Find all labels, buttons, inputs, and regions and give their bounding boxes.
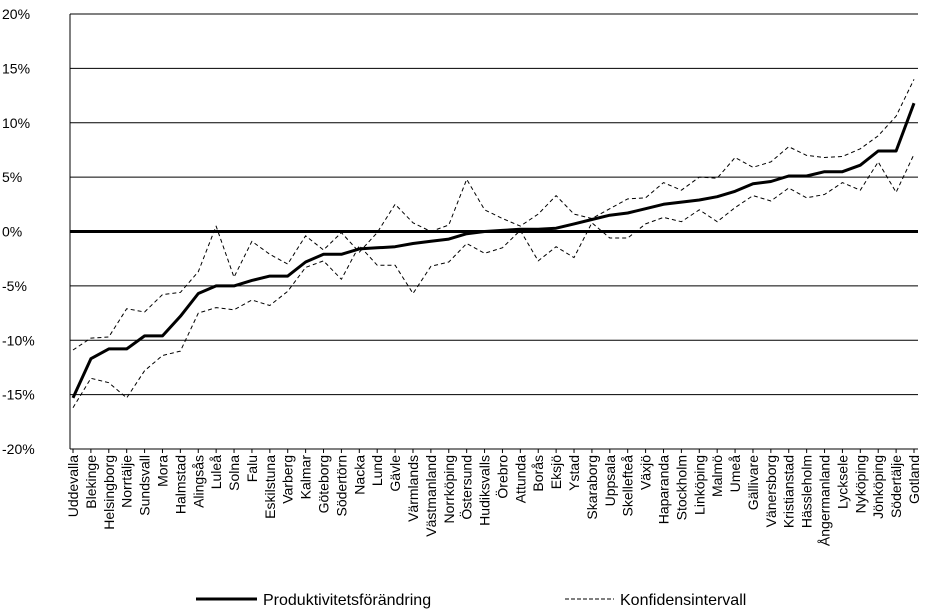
x-tick-label: Göteborg — [316, 455, 332, 513]
x-tick-label: Gävle — [387, 455, 403, 492]
x-tick-label: Nacka — [351, 455, 367, 495]
x-tick-label: Södertälje — [888, 455, 904, 518]
x-tick-label: Kristianstad — [781, 455, 797, 528]
x-tick-label: Uddevalla — [65, 455, 81, 517]
x-tick-label: Helsingborg — [101, 455, 117, 530]
y-tick-label: -5% — [2, 278, 27, 294]
x-tick-label: Mora — [154, 455, 170, 487]
x-tick-label: Kalmar — [298, 455, 314, 500]
series-lines — [71, 79, 916, 408]
x-tick-label: Eskilstuna — [262, 455, 278, 519]
y-tick-label: 20% — [2, 6, 30, 22]
x-tick-label: Blekinge — [83, 455, 99, 509]
x-tick-label: Haparanda — [655, 455, 671, 524]
y-tick-label: 0% — [2, 224, 22, 240]
x-tick-label: Ystad — [566, 455, 582, 491]
x-tick-label: Skaraborg — [584, 455, 600, 520]
y-tick-label: 5% — [2, 169, 22, 185]
legend-label: Konfidensintervall — [620, 592, 746, 609]
x-tick-label: Gällivare — [745, 455, 761, 510]
series-line-konfidens-1 — [72, 79, 915, 351]
x-tick-label: Alingsås — [190, 455, 206, 508]
x-tick-label: Nyköping — [852, 455, 868, 513]
x-tick-label: Örebro — [493, 455, 510, 499]
x-tick-label: Växjö — [638, 455, 654, 490]
series-line-konfidens-2 — [72, 154, 915, 408]
x-tick-label: Södertörn — [333, 455, 349, 516]
x-tick-label: Luleå — [208, 455, 224, 489]
x-tick-label: Skellefteå — [620, 455, 636, 517]
x-tick-label: Malmö — [709, 455, 725, 497]
x-tick-label: Falu — [244, 455, 260, 482]
y-tick-label: -10% — [2, 332, 35, 348]
y-tick-label: -20% — [2, 441, 35, 457]
y-axis-tick-labels: -20% -15% -10% -5% 0% 5% 10% 15% 20% — [2, 6, 35, 457]
x-tick-label: Jönköping — [870, 455, 886, 519]
x-tick-label: Attunda — [512, 455, 528, 503]
x-tick-label: Stockholm — [673, 455, 689, 520]
x-tick-label: Hudiksvalls — [477, 455, 493, 526]
legend: Produktivitetsförändring Konfidensinterva… — [196, 592, 746, 609]
x-tick-label: Sundsvall — [137, 455, 153, 516]
y-tick-label: 10% — [2, 115, 30, 131]
x-tick-label: Lund — [369, 455, 385, 486]
x-axis-tick-labels: Uddevalla Blekinge Helsingborg Norrtälje Sun… — [65, 455, 922, 546]
x-tick-label: Umeå — [727, 455, 743, 493]
x-tick-label: Uppsala — [602, 455, 618, 507]
x-tick-label: Varberg — [280, 455, 296, 504]
legend-label: Produktivitetsförändring — [263, 592, 431, 609]
x-tick-label: Linköping — [691, 455, 707, 515]
x-tick-label: Hässleholm — [799, 455, 815, 528]
x-tick-label: Ångermanland — [817, 455, 833, 546]
x-tick-label: Norrtälje — [119, 455, 135, 508]
y-tick-label: -15% — [2, 387, 35, 403]
x-tick-label: Eksjö — [548, 455, 564, 489]
x-tick-label: Solna — [226, 455, 242, 491]
x-tick-label: Gotland — [906, 455, 922, 504]
x-tick-label: Östersund — [458, 455, 475, 520]
x-tick-label: Borås — [530, 455, 546, 492]
x-tick-label: Norrköping — [441, 455, 457, 523]
x-tick-label: Lycksele — [834, 455, 850, 509]
series-line-produktivitet — [71, 102, 916, 399]
y-tick-label: 15% — [2, 60, 30, 76]
gridlines — [69, 13, 918, 453]
x-tick-label: Västmanland — [423, 455, 439, 537]
x-tick-label: Värmlands — [405, 455, 421, 522]
x-tick-label: Halmstad — [172, 455, 188, 514]
x-tick-label: Vänersborg — [763, 455, 779, 527]
